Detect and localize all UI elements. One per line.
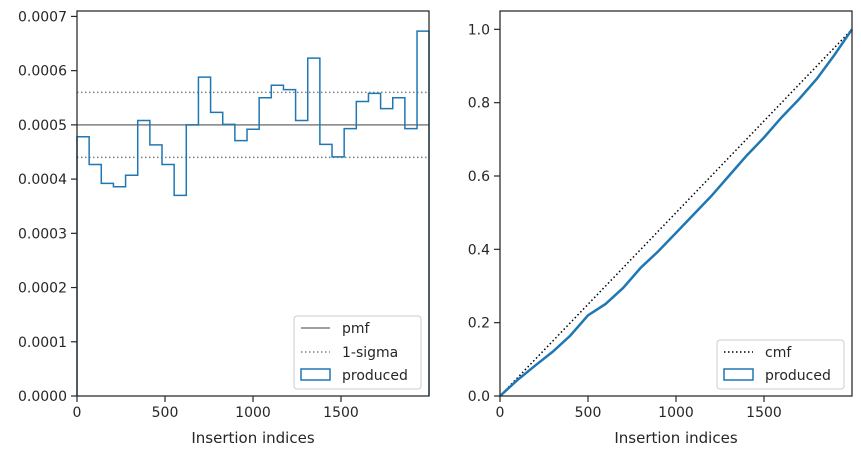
- right-ytick-label: 0.8: [468, 96, 490, 112]
- left-ytick-label: 0.0003: [18, 226, 67, 242]
- left-xtick-label: 1000: [235, 405, 271, 421]
- left-x-axis-label: Insertion indices: [191, 429, 314, 447]
- left-plot-content: [76, 30, 430, 396]
- left-xtick-label: 500: [152, 405, 179, 421]
- left-ytick-label: 0.0006: [18, 64, 67, 80]
- right-ytick-label: 1.0: [468, 22, 490, 38]
- left-ytick-label: 0.0005: [18, 118, 67, 134]
- left-panel: 0 500 1000 1500 0.0000 0.0001 0.0002 0.0003 0.00…: [18, 9, 430, 447]
- right-ytick-label: 0.6: [468, 169, 490, 185]
- right-ytick-label: 0.4: [468, 242, 490, 258]
- legend-produced-swatch: [300, 368, 331, 381]
- right-axes-frame: [499, 10, 853, 397]
- right-xtick-label: 1000: [658, 405, 694, 421]
- right-legend: cmf produced: [716, 339, 845, 390]
- right-x-axis-label: Insertion indices: [614, 429, 737, 447]
- left-ytick-label: 0.0007: [18, 9, 67, 25]
- left-xtick-label: 1500: [323, 405, 359, 421]
- right-ytick-label: 0.0: [468, 389, 490, 405]
- right-xtick-label: 500: [575, 405, 602, 421]
- produced-cumulative-line: [499, 28, 854, 397]
- right-xtick-label: 1500: [746, 405, 782, 421]
- left-legend: pmf 1-sigma produced: [293, 315, 422, 390]
- left-xtick-label: 0: [73, 405, 82, 421]
- legend-cmf-label: cmf: [765, 345, 792, 361]
- left-ytick-label: 0.0001: [18, 335, 67, 351]
- produced-histogram: [76, 30, 430, 396]
- cmf-line: [499, 28, 853, 397]
- legend-produced-label: produced: [342, 368, 408, 384]
- right-plot-content: [499, 28, 854, 397]
- right-ytick-label: 0.2: [468, 316, 490, 332]
- legend-sigma-label: 1-sigma: [342, 345, 398, 361]
- left-ytick-label: 0.0004: [18, 172, 67, 188]
- legend-produced-label-right: produced: [765, 368, 831, 384]
- left-ticks: 0 500 1000 1500 0.0000 0.0001 0.0002 0.0003 0.00…: [18, 9, 359, 421]
- right-panel: 0 500 1000 1500 0.0 0.2 0.4 0.6 0.8 1.0 Insertion…: [468, 10, 854, 447]
- legend-produced-swatch-right: [723, 368, 754, 381]
- left-ytick-label: 0.0002: [18, 281, 67, 297]
- left-ytick-label: 0.0000: [18, 389, 67, 405]
- right-ticks: 0 500 1000 1500 0.0 0.2 0.4 0.6 0.8 1.0: [468, 22, 782, 421]
- left-legend-box: [293, 315, 422, 390]
- left-axes-frame: [76, 10, 430, 397]
- legend-pmf-label: pmf: [342, 321, 371, 337]
- right-xtick-label: 0: [496, 405, 505, 421]
